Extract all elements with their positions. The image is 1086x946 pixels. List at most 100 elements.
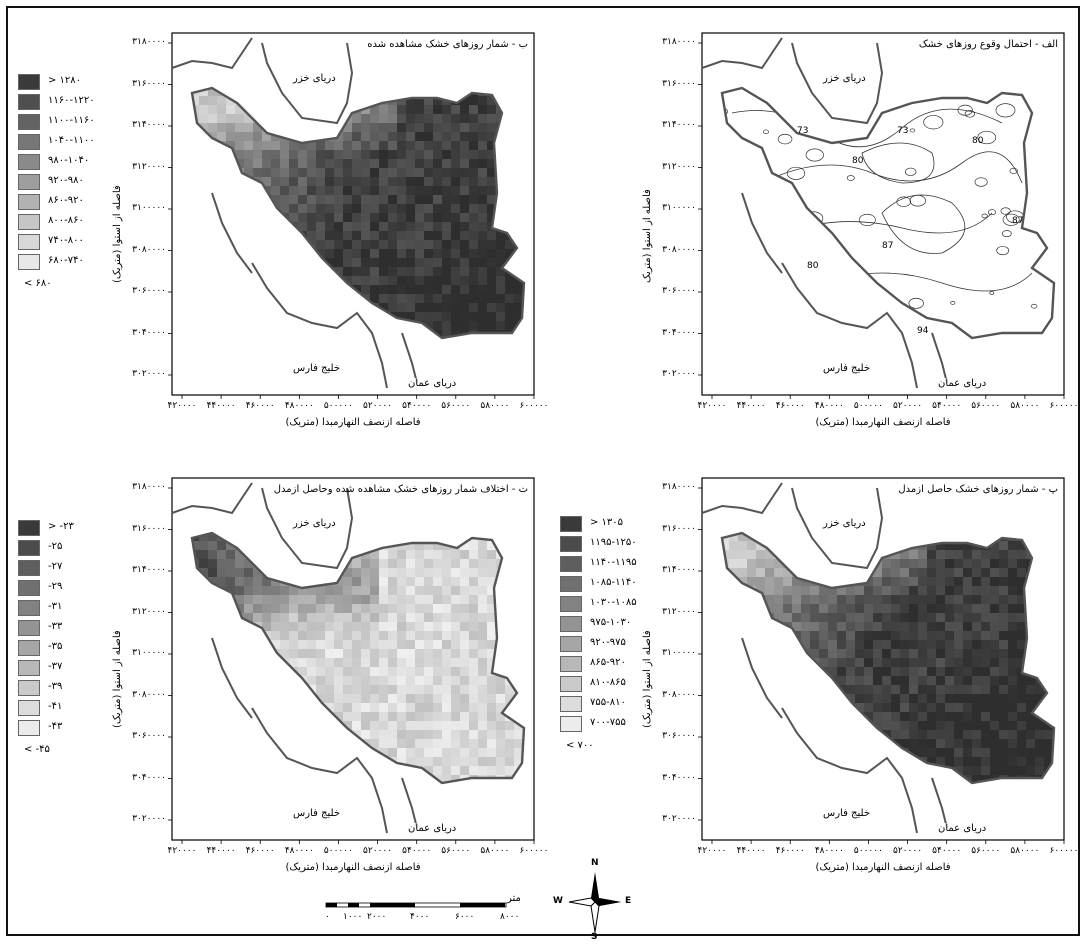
legend-label: -۳۱ [48,601,62,612]
x-tick-label: ۵۲۰۰۰۰ [363,846,392,856]
caspian-label: دریای خزر [292,518,337,529]
oman-sea-label: دریای عمان [937,823,987,834]
x-tick-label: ۵۰۰۰۰۰ [854,401,883,411]
legend-item: ۷۰۰-۷۵۵ [560,714,588,734]
legend-label: -۳۷ [48,661,62,672]
legend-label: > ۱۳۰۵ [590,517,623,528]
contour-label: 94 [917,326,929,336]
legend-label: ۸۱۰-۸۶۵ [590,677,626,688]
legend-item: ۱۰۳۰-۱۰۸۵ [560,594,588,614]
legend-swatch [560,716,582,732]
x-tick-label: ۵۸۰۰۰۰ [1010,846,1039,856]
legend-label: -۳۹ [48,681,62,692]
scale-tick-3: ۴۰۰۰ [410,912,429,922]
legend-item: ۸۰۰-۸۶۰ [18,212,46,232]
y-tick-label: ۳۱۴۰۰۰۰ [662,120,696,130]
y-axis-label: فاصله از استوا (متریک) [642,630,653,728]
legend-item: ۶۸۰-۷۴۰ [18,252,46,272]
legend-swatch [18,580,40,596]
legend-swatch [18,234,40,250]
panel-title: ب - شمار روزهای خشک مشاهده شده [367,39,528,50]
x-tick-label: ۴۸۰۰۰۰ [815,401,844,411]
scale-unit: متر [507,893,521,904]
x-tick-label: ۴۲۰۰۰۰ [167,401,196,411]
caspian-label: دریای خزر [292,73,337,84]
panel-title: ت - اختلاف شمار روزهای خشک مشاهده شده وح… [274,484,528,495]
y-tick-label: ۳۱۸۰۰۰۰ [662,37,696,47]
x-axis-label: فاصله ازنصف النهارمبدا (متریک) [815,862,950,873]
legend-item: ۱۱۹۵-۱۲۵۰ [560,534,588,554]
scale-tick-2: ۲۰۰۰ [367,912,386,922]
legend-item: ۱۰۸۵-۱۱۴۰ [560,574,588,594]
x-axis-label: فاصله ازنصف النهارمبدا (متریک) [285,862,420,873]
scale-tick-5: ۸۰۰۰ [500,912,519,922]
persian-gulf-label: خلیج فارس [292,363,341,374]
legend-swatch [18,660,40,676]
legend-label: -۳۵ [48,641,62,652]
legend-swatch [18,600,40,616]
panel-title: الف - احتمال وقوع روزهای خشک [919,39,1058,50]
y-tick-label: ۳۰۸۰۰۰۰ [662,245,696,255]
legend-swatch [18,74,40,90]
legend-label: -۴۱ [48,701,62,712]
contour-label: 80 [972,136,984,146]
x-tick-label: ۵۸۰۰۰۰ [480,846,509,856]
legend-label: ۱۱۰۰-۱۱۶۰ [48,115,95,126]
x-tick-label: ۵۴۰۰۰۰ [402,401,431,411]
contour-label: 73 [797,126,808,136]
legend-item: -۳۳ [18,618,44,638]
x-tick-label: ۵۲۰۰۰۰ [363,401,392,411]
legend-label: ۶۸۰-۷۴۰ [48,255,84,266]
legend-label: ۱۱۴۰-۱۱۹۵ [590,557,637,568]
legend-swatch [18,154,40,170]
legend-swatch [560,636,582,652]
legend-swatch [560,556,582,572]
legend-item: -۳۵ [18,638,44,658]
y-tick-label: ۳۱۶۰۰۰۰ [662,524,696,534]
contour-label: 73 [897,126,908,136]
legend-swatch [18,700,40,716]
y-tick-label: ۳۱۴۰۰۰۰ [662,565,696,575]
y-tick-label: ۳۰۴۰۰۰۰ [662,328,696,338]
compass-n: N [591,858,599,868]
legend-label: ۸۶۵-۹۲۰ [590,657,626,668]
y-tick-label: ۳۰۲۰۰۰۰ [662,369,696,379]
y-tick-label: ۳۱۰۰۰۰۰ [132,648,166,658]
legend-swatch [18,640,40,656]
y-tick-label: ۳۱۶۰۰۰۰ [132,79,166,89]
legend-swatch [18,174,40,190]
legend-swatch [560,516,582,532]
y-axis-label: فاصله از استوا (متریک) [112,630,123,728]
legend-label: -۲۷ [48,561,62,572]
x-tick-label: ۴۶۰۰۰۰ [776,846,805,856]
y-tick-label: ۳۱۴۰۰۰۰ [132,120,166,130]
legend-item: -۲۵ [18,538,44,558]
legend-label: ۹۲۰-۹۸۰ [48,175,84,186]
legend-swatch [560,616,582,632]
legend-last-label: < ۶۸۰ [24,278,52,289]
x-tick-label: ۵۰۰۰۰۰ [854,846,883,856]
legend-difference: > -۲۳-۲۵-۲۷-۲۹-۳۱-۳۳-۳۵-۳۷-۳۹-۴۱-۴۳< -۴۵ [18,518,44,755]
x-tick-label: ۵۲۰۰۰۰ [893,846,922,856]
legend-item: ۹۷۵-۱۰۳۰ [560,614,588,634]
legend-item: > ۱۳۰۵ [560,514,588,534]
y-tick-label: ۳۱۲۰۰۰۰ [662,607,696,617]
legend-swatch [18,94,40,110]
legend-label: -۳۳ [48,621,62,632]
legend-swatch [18,194,40,210]
legend-swatch [560,596,582,612]
x-tick-label: ۵۶۰۰۰۰ [971,846,1000,856]
legend-swatch [18,254,40,270]
y-tick-label: ۳۰۴۰۰۰۰ [662,773,696,783]
oman-sea-label: دریای عمان [407,378,457,389]
y-tick-label: ۳۰۲۰۰۰۰ [132,814,166,824]
persian-gulf-label: خلیج فارس [822,363,871,374]
contour-label: 80 [852,156,864,166]
legend-swatch [18,134,40,150]
y-tick-label: ۳۱۶۰۰۰۰ [662,79,696,89]
legend-label: ۷۰۰-۷۵۵ [590,717,626,728]
legend-item: ۸۱۰-۸۶۵ [560,674,588,694]
legend-label: ۱۰۴۰-۱۱۰۰ [48,135,95,146]
y-tick-label: ۳۱۲۰۰۰۰ [662,162,696,172]
